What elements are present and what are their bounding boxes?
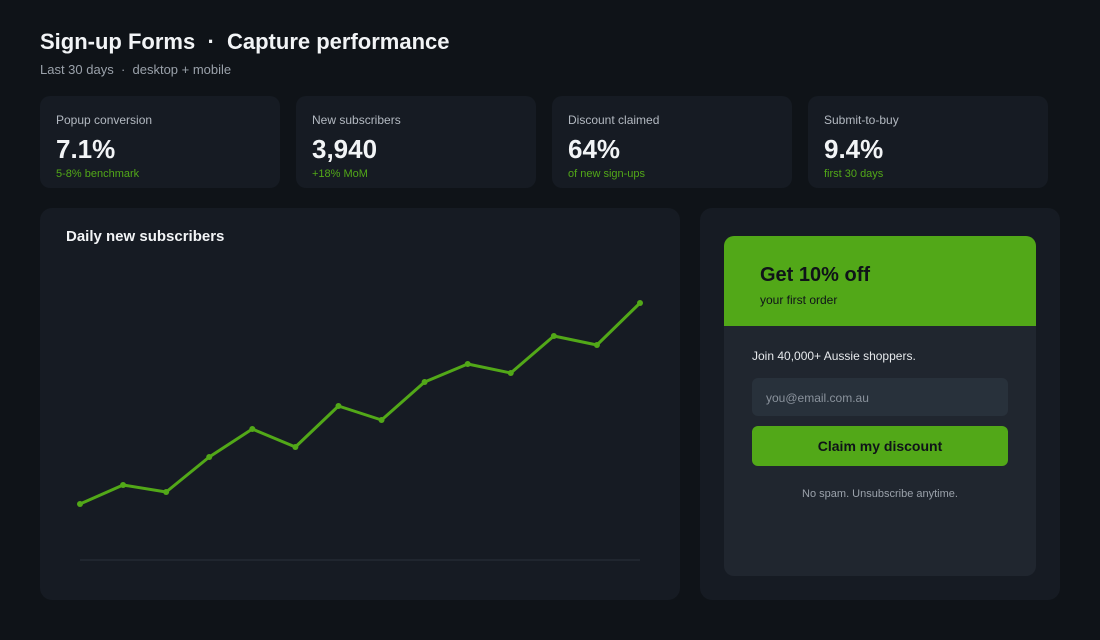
data-point: [335, 403, 342, 409]
data-point: [292, 444, 299, 450]
kpi-card: New subscribers 3,940 +18% MoM: [296, 96, 536, 188]
headline: Get 10% off: [760, 264, 871, 286]
footnote: No spam. Unsubscribe anytime.: [802, 488, 958, 500]
kpi-note: 5-8% benchmark: [56, 168, 140, 180]
data-point: [206, 454, 213, 460]
series-line: [79, 301, 642, 506]
data-point: [77, 501, 83, 507]
chart-title: Daily new subscribers: [66, 228, 224, 245]
data-point: [637, 300, 643, 306]
kpi-value: 64%: [568, 134, 621, 164]
kpi-label: New subscribers: [312, 113, 401, 127]
data-point: [507, 370, 514, 376]
kpi-card: Discount claimed 64% of new sign-ups: [552, 96, 792, 188]
page-title: Sign-up Forms · Capture performance: [40, 29, 450, 54]
kpi-label: Discount claimed: [568, 113, 660, 127]
kpi-note: of new sign-ups: [568, 168, 646, 180]
kpi-value: 3,940: [312, 134, 378, 164]
data-point: [464, 361, 471, 367]
chart-panel: Daily new subscribers: [40, 208, 680, 600]
data-point: [163, 489, 170, 495]
data-point: [120, 482, 127, 488]
kpi-label: Submit-to-buy: [824, 113, 899, 127]
kpi-value: 7.1%: [56, 134, 116, 164]
kpi-card: Popup conversion 7.1% 5-8% benchmark: [40, 96, 280, 188]
kpi-label: Popup conversion: [56, 113, 153, 127]
preview-panel: Get 10% off your first order Join 40,000…: [700, 208, 1060, 600]
kpi-value: 9.4%: [824, 134, 884, 164]
subhead: your first order: [760, 293, 838, 307]
data-point: [593, 342, 600, 348]
popup-header: Get 10% off your first order: [724, 236, 1036, 326]
kpi-note: +18% MoM: [312, 168, 368, 180]
data-point: [550, 333, 557, 339]
pitch: Join 40,000+ Aussie shoppers.: [752, 349, 916, 363]
email-input[interactable]: you@email.com.au: [752, 378, 1008, 416]
chart: Daily new subscribers: [66, 228, 643, 561]
data-point: [421, 379, 428, 385]
popup-preview: Get 10% off your first order Join 40,000…: [724, 236, 1036, 576]
claim-button[interactable]: Claim my discount: [752, 426, 1008, 466]
kpi-card: Submit-to-buy 9.4% first 30 days: [808, 96, 1048, 188]
page-subtitle: Last 30 days · desktop + mobile: [40, 62, 232, 77]
data-point: [378, 417, 385, 423]
input-placeholder: you@email.com.au: [766, 391, 869, 405]
data-point: [249, 426, 256, 432]
kpi-note: first 30 days: [824, 168, 884, 180]
